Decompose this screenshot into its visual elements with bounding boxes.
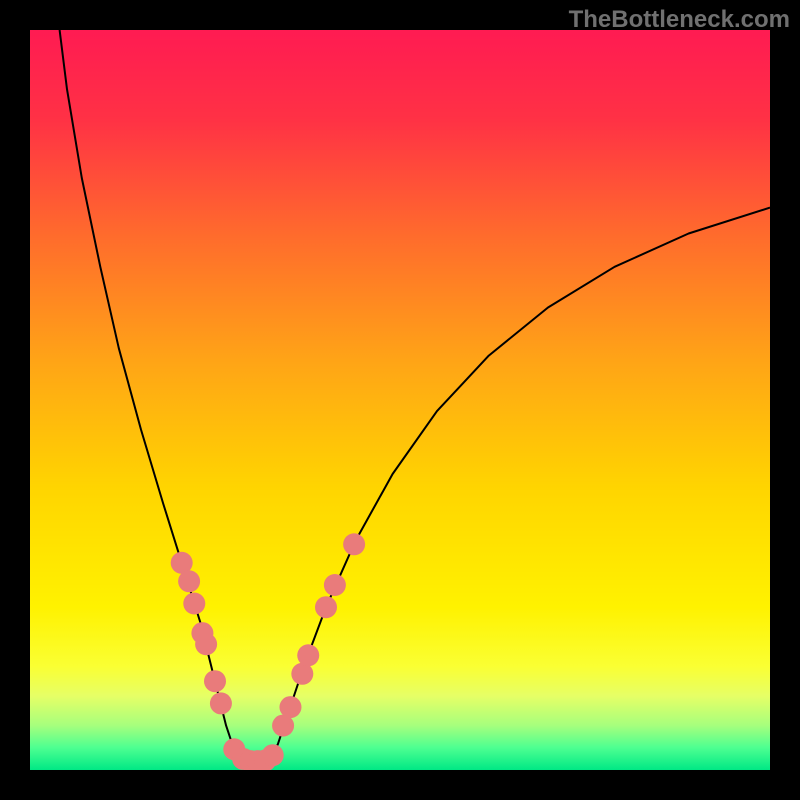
bottleneck-curve-chart [30, 30, 770, 770]
watermark-text: TheBottleneck.com [569, 6, 790, 34]
plot-area [30, 30, 770, 770]
data-point [204, 670, 226, 692]
data-point [262, 744, 284, 766]
plot-background [30, 30, 770, 770]
data-point [324, 574, 346, 596]
data-point [210, 692, 232, 714]
data-point [343, 533, 365, 555]
data-point [178, 570, 200, 592]
data-point [195, 633, 217, 655]
data-point [315, 596, 337, 618]
chart-frame: TheBottleneck.com [0, 0, 800, 800]
data-point [297, 644, 319, 666]
data-point [279, 696, 301, 718]
data-point [183, 593, 205, 615]
